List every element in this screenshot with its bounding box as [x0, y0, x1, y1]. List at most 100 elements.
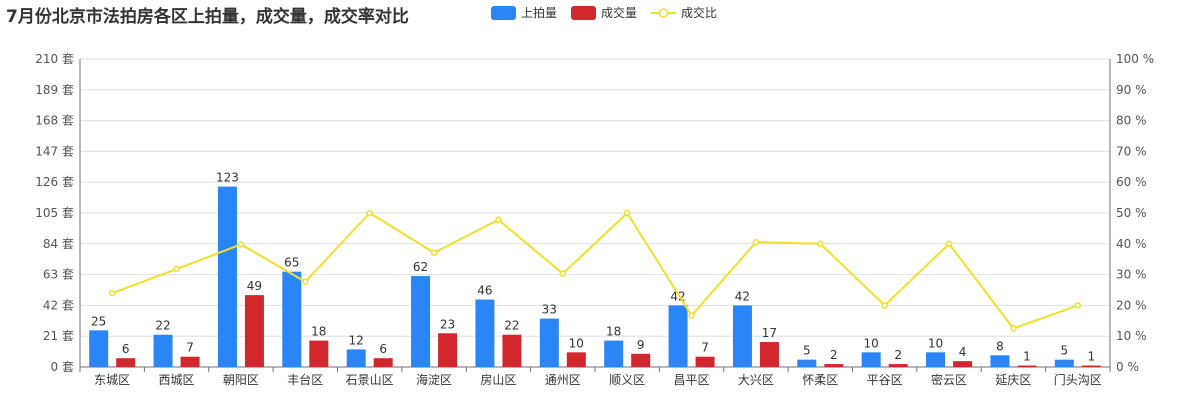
bar-listings — [153, 334, 173, 367]
x-category-label: 朝阳区 — [223, 373, 259, 387]
data-label-deals: 1 — [1087, 350, 1095, 364]
bar-deals — [116, 358, 136, 367]
legend-label-ratio: 成交比 — [681, 6, 718, 20]
data-label-listings: 18 — [606, 325, 621, 339]
bar-listings — [346, 349, 366, 367]
legend-label-listings: 上拍量 — [521, 6, 558, 20]
point-ratio — [752, 239, 760, 246]
data-label-deals: 6 — [379, 342, 387, 356]
y-left-tick-label: 63 套 — [43, 268, 74, 282]
bar-listings — [797, 359, 817, 367]
data-label-deals: 7 — [186, 341, 194, 355]
data-label-deals: 7 — [701, 341, 709, 355]
y-left-tick-label: 21 套 — [43, 329, 74, 343]
data-label-listings: 42 — [735, 289, 750, 303]
point-ratio — [1074, 302, 1082, 309]
bar-deals — [566, 352, 586, 367]
y-left-tick-label: 84 套 — [43, 237, 74, 251]
y-right-tick-label: 20 % — [1116, 298, 1147, 312]
bar-deals — [695, 356, 715, 367]
point-ratio — [366, 209, 373, 217]
point-ratio — [945, 240, 953, 248]
data-label-deals: 4 — [959, 345, 967, 359]
y-right-tick-label: 90 % — [1116, 83, 1147, 97]
x-category-label: 密云区 — [931, 372, 967, 387]
data-label-deals: 10 — [569, 336, 584, 350]
y-right-tick-label: 80 % — [1116, 114, 1147, 128]
legend-swatch-ratio — [651, 7, 677, 18]
bar-deals — [759, 342, 779, 367]
data-label-deals: 6 — [122, 342, 130, 356]
x-category-label: 大兴区 — [738, 373, 774, 387]
data-label-deals: 1 — [1023, 350, 1031, 364]
data-label-listings: 46 — [477, 284, 492, 298]
point-ratio — [623, 209, 631, 217]
point-ratio — [1010, 325, 1017, 332]
point-ratio — [237, 241, 245, 248]
y-left-tick-label: 189 套 — [35, 83, 74, 97]
point-ratio — [108, 289, 116, 297]
data-label-listings: 10 — [928, 336, 943, 350]
bar-listings — [926, 352, 946, 367]
y-left-tick-label: 42 套 — [43, 298, 74, 312]
data-label-deals: 23 — [440, 317, 455, 331]
point-ratio — [430, 249, 438, 256]
x-category-label: 延庆区 — [995, 373, 1031, 387]
y-right-tick-label: 70 % — [1116, 144, 1147, 158]
x-category-label: 海淀区 — [416, 372, 452, 387]
bar-deals — [180, 356, 200, 367]
x-category-label: 房山区 — [480, 372, 516, 387]
y-left-tick-label: 147 套 — [35, 144, 74, 158]
bar-deals — [244, 295, 264, 367]
data-label-deals: 49 — [247, 279, 262, 293]
legend-item-deals[interactable]: 成交量 — [571, 4, 637, 21]
point-ratio — [881, 302, 888, 309]
data-label-deals: 17 — [762, 326, 777, 340]
bar-deals — [373, 358, 393, 367]
data-label-listings: 5 — [803, 344, 811, 358]
x-category-label: 怀柔区 — [802, 373, 838, 387]
bar-listings — [1054, 359, 1074, 367]
bar-deals — [309, 340, 329, 367]
x-category-label: 通州区 — [545, 373, 581, 387]
legend-item-ratio[interactable]: 成交比 — [651, 4, 717, 21]
data-label-listings: 123 — [216, 171, 239, 185]
bar-deals — [888, 364, 908, 367]
data-label-listings: 8 — [996, 339, 1004, 353]
bar-deals — [502, 334, 522, 367]
data-label-listings: 65 — [284, 256, 299, 270]
bar-deals — [953, 361, 973, 367]
y-right-tick-label: 30 % — [1116, 268, 1147, 282]
bar-deals — [1017, 365, 1037, 367]
data-label-deals: 9 — [637, 338, 645, 352]
x-category-label: 昌平区 — [674, 373, 710, 387]
bar-listings — [411, 276, 431, 367]
bar-listings — [604, 340, 624, 367]
bar-deals — [631, 353, 651, 367]
y-left-tick-label: 210 套 — [35, 52, 74, 66]
y-right-tick-label: 10 % — [1116, 329, 1147, 343]
point-ratio — [688, 312, 695, 319]
legend-swatch-listings — [491, 5, 516, 20]
bar-listings — [668, 305, 688, 367]
y-left-tick-label: 126 套 — [35, 175, 74, 189]
line-ratio — [111, 211, 1079, 330]
point-ratio — [559, 270, 567, 277]
data-label-deals: 2 — [894, 348, 902, 362]
legend-item-listings[interactable]: 上拍量 — [491, 4, 557, 21]
bar-deals — [824, 364, 844, 367]
point-ratio — [173, 265, 180, 273]
data-label-deals: 2 — [830, 348, 838, 362]
chart-title: 7月份北京市法拍房各区上拍量，成交量，成交率对比 — [6, 7, 409, 27]
y-left-tick-label: 105 套 — [35, 206, 74, 220]
data-label-listings: 12 — [349, 333, 364, 347]
bar-listings — [990, 355, 1010, 367]
data-label-listings: 5 — [1060, 344, 1068, 358]
bar-listings — [732, 305, 752, 367]
bar-listings — [282, 271, 302, 367]
bar-listings — [475, 299, 495, 367]
bar-listings — [89, 330, 109, 367]
y-right-tick-label: 100 % — [1116, 52, 1154, 66]
